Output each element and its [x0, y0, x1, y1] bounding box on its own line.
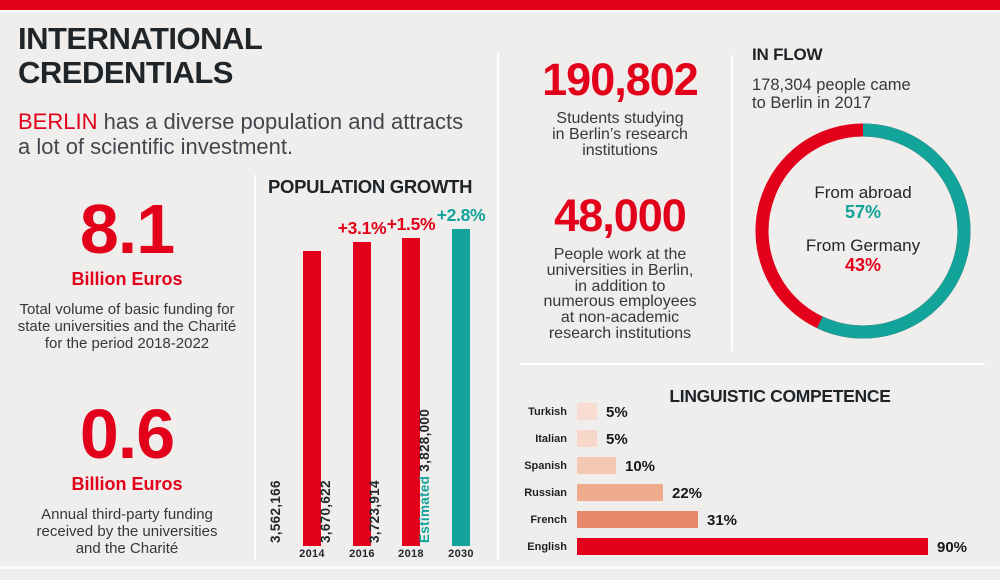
- language-label: Turkish: [528, 406, 567, 418]
- linguistic-row-Russian: Russian 22%: [505, 484, 1000, 502]
- language-label: French: [530, 514, 567, 526]
- donut-slice-label: From abroad: [814, 183, 912, 202]
- language-percent: 5%: [606, 431, 628, 448]
- language-bar: [577, 484, 663, 501]
- page-subtitle: BERLIN has a diverse population and attr…: [18, 109, 488, 159]
- linguistic-row-French: French 31%: [505, 511, 1000, 529]
- population-year-label: 2016: [349, 548, 375, 560]
- funding-basic-unit: Billion Euros: [71, 269, 183, 289]
- page-title: INTERNATIONAL CREDENTIALS: [18, 21, 263, 90]
- linguistic-row-Italian: Italian 5%: [505, 430, 1000, 448]
- language-percent: 10%: [625, 458, 656, 475]
- language-label: English: [527, 541, 567, 553]
- linguistic-row-Turkish: Turkish 5%: [505, 403, 1000, 421]
- linguistic-row-English: English 90%: [505, 538, 1000, 556]
- top-accent-bar: [0, 0, 1000, 10]
- stat-employees-description: People work at the universities in Berli…: [543, 246, 697, 342]
- language-bar: [577, 457, 616, 474]
- population-year-label: 2030: [448, 548, 474, 560]
- population-growth-label: +3.1%: [337, 218, 387, 238]
- language-label: Russian: [524, 487, 567, 499]
- population-growth-label: +2.8%: [436, 205, 486, 225]
- population-chart-title: POPULATION GROWTH: [268, 176, 473, 197]
- population-value-label: 3,670,622: [318, 480, 333, 543]
- population-value-label: 3,562,166: [268, 480, 283, 543]
- population-year-label: 2014: [299, 548, 325, 560]
- linguistic-chart-title: LINGUISTIC COMPETENCE: [669, 386, 891, 406]
- funding-thirdparty-description: Annual third-party funding received by t…: [36, 506, 218, 557]
- population-bar-2030: [452, 229, 470, 546]
- inflow-chart-subtitle: 178,304 people came to Berlin in 2017: [752, 76, 911, 112]
- funding-basic-value: 8.1: [79, 190, 175, 268]
- funding-block-basic: 8.1 Billion Euros Total volume of basic …: [0, 190, 254, 352]
- language-bar: [577, 511, 698, 528]
- linguistic-row-Spanish: Spanish 10%: [505, 457, 1000, 475]
- funding-block-thirdparty: 0.6 Billion Euros Annual third-party fun…: [0, 395, 254, 557]
- population-value-label: Estimated 3,828,000: [417, 409, 433, 543]
- population-growth-chart: 3,562,166 2014 +3.1% 3,670,622 2016 +1.5% 3,72…: [258, 200, 504, 560]
- inflow-chart-title: IN FLOW: [752, 45, 823, 64]
- donut-slice-abroad: [755, 123, 971, 339]
- language-percent: 90%: [937, 539, 968, 556]
- donut-center-labels: From abroad 57% From Germany 43%: [753, 183, 973, 275]
- funding-thirdparty-value: 0.6: [79, 395, 175, 473]
- bottom-edge-line: [0, 566, 1000, 569]
- language-percent: 22%: [672, 485, 703, 502]
- population-bar-2016: [353, 242, 371, 546]
- subtitle-text: has a diverse population and attracts a …: [18, 109, 464, 159]
- language-label: Spanish: [524, 460, 567, 472]
- donut-slice-label: From Germany: [805, 236, 921, 255]
- stat-employees-value: 48,000: [554, 190, 687, 241]
- population-value-label: 3,723,914: [367, 480, 382, 543]
- divider-left-column: [254, 175, 256, 560]
- divider-right-column: [731, 55, 733, 351]
- donut-slice-percent: 43%: [844, 255, 882, 275]
- language-label: Italian: [535, 433, 567, 445]
- funding-thirdparty-unit: Billion Euros: [71, 474, 183, 494]
- divider-mid-column: [497, 53, 499, 560]
- language-bar: [577, 403, 597, 420]
- linguistic-competence-chart: Turkish 5% Italian 5% Spanish 10% Russian 22% Fr…: [505, 403, 1000, 563]
- divider-linguistic: [520, 363, 985, 365]
- language-bar: [577, 538, 928, 555]
- donut-svg: [755, 123, 971, 339]
- inflow-donut-chart: From abroad 57% From Germany 43%: [753, 121, 973, 341]
- donut-slice-percent: 57%: [844, 202, 882, 222]
- language-percent: 31%: [707, 512, 738, 529]
- funding-basic-description: Total volume of basic funding for state …: [17, 301, 237, 352]
- stat-students-description: Students studying in Berlin’s research i…: [552, 110, 688, 159]
- population-bar-2018: [402, 238, 420, 546]
- language-bar: [577, 430, 597, 447]
- stat-employees: 48,000 People work at the universities i…: [508, 193, 732, 342]
- subtitle-highlight: BERLIN: [18, 109, 98, 134]
- language-percent: 5%: [606, 404, 628, 421]
- stat-students: 190,802 Students studying in Berlin’s re…: [508, 57, 732, 158]
- estimated-value: 3,828,000: [417, 408, 432, 472]
- population-year-label: 2018: [398, 548, 424, 560]
- population-growth-label: +1.5%: [386, 214, 436, 234]
- stat-students-value: 190,802: [542, 54, 699, 105]
- estimated-prefix: Estimated: [417, 471, 432, 543]
- top-accent-underline: [0, 10, 1000, 13]
- population-bar-2014: [303, 251, 321, 546]
